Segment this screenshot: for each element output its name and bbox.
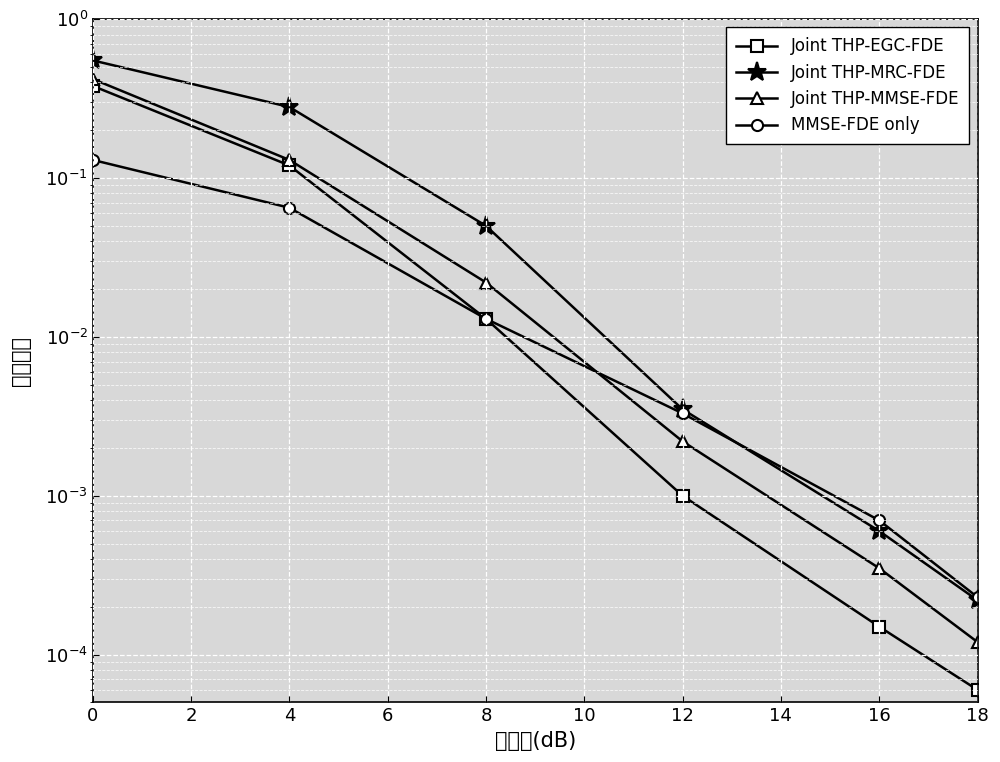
- Joint THP-MMSE-FDE: [873, 564, 885, 573]
- Line: Joint THP-MRC-FDE: Joint THP-MRC-FDE: [83, 51, 987, 610]
- Joint THP-MMSE-FDE: [972, 638, 984, 647]
- Joint THP-MMSE-FDE: [480, 278, 492, 287]
- MMSE-FDE only: [87, 155, 99, 165]
- Joint THP-MRC-FDE: [480, 221, 492, 230]
- X-axis label: 信噪比(dB): 信噪比(dB): [495, 731, 576, 751]
- Joint THP-EGC-FDE: [283, 161, 295, 170]
- MMSE-FDE only: [873, 516, 885, 525]
- Joint THP-EGC-FDE: [87, 82, 99, 91]
- Joint THP-EGC-FDE: [480, 314, 492, 323]
- Y-axis label: 误比特率: 误比特率: [11, 336, 31, 386]
- Joint THP-MMSE-FDE: [677, 437, 689, 446]
- Joint THP-MMSE-FDE: [87, 75, 99, 84]
- Legend: Joint THP-EGC-FDE, Joint THP-MRC-FDE, Joint THP-MMSE-FDE, MMSE-FDE only: Joint THP-EGC-FDE, Joint THP-MRC-FDE, Jo…: [726, 27, 969, 145]
- Joint THP-MRC-FDE: [972, 596, 984, 605]
- Joint THP-MRC-FDE: [87, 56, 99, 65]
- Line: Joint THP-EGC-FDE: Joint THP-EGC-FDE: [87, 80, 983, 696]
- MMSE-FDE only: [972, 593, 984, 602]
- Line: MMSE-FDE only: MMSE-FDE only: [87, 155, 983, 603]
- Joint THP-MRC-FDE: [677, 405, 689, 414]
- Joint THP-MMSE-FDE: [283, 155, 295, 165]
- MMSE-FDE only: [283, 203, 295, 213]
- Joint THP-MRC-FDE: [873, 527, 885, 536]
- Joint THP-EGC-FDE: [677, 491, 689, 501]
- MMSE-FDE only: [480, 314, 492, 323]
- Joint THP-EGC-FDE: [873, 622, 885, 631]
- Joint THP-EGC-FDE: [972, 685, 984, 694]
- Line: Joint THP-MMSE-FDE: Joint THP-MMSE-FDE: [87, 72, 984, 648]
- MMSE-FDE only: [677, 409, 689, 418]
- Joint THP-MRC-FDE: [283, 102, 295, 111]
